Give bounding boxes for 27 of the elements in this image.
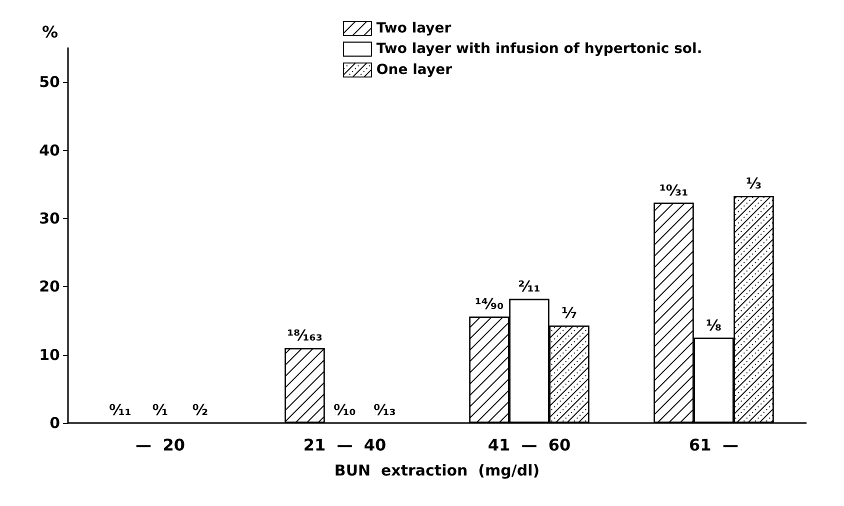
x-tick-label: 21 — 40 [303,436,386,454]
legend-label: Two layer with infusion of hypertonic sol. [376,41,702,58]
data-label: ¹⁄₇ [561,304,578,322]
data-label: ⁰⁄₁₀ [334,400,356,419]
legend-label: One layer [376,62,452,78]
data-label: ¹⁄₈ [706,316,722,334]
data-label: ¹⁄₃ [746,174,762,192]
y-tick-label: 50 [39,73,60,92]
data-label: ¹⁸⁄₁₆₃ [287,326,322,344]
data-label: ⁰⁄₁ [152,400,168,419]
data-label: ²⁄₁₁ [518,277,540,296]
x-tick-label: 41 — 60 [488,436,571,454]
y-tick-label: 0 [50,414,60,432]
y-axis-title: % [42,22,58,42]
x-tick-label: — 20 [136,436,185,454]
data-label: ⁰⁄₂ [192,400,208,419]
y-tick-label: 40 [39,141,60,160]
x-axis-title: BUN extraction (mg/dl) [334,462,540,480]
x-tick-label: 61 — [689,436,738,454]
y-tick-label: 30 [39,209,60,228]
data-label: ⁰⁄₁₃ [374,400,396,419]
data-label: ⁰⁄₁₁ [109,400,132,419]
data-label: ¹⁴⁄₉₀ [474,295,504,314]
y-tick-label: 10 [39,346,60,364]
y-tick-label: 20 [39,278,60,296]
data-label: ¹⁰⁄₃₁ [659,181,688,200]
legend-label: Two layer [376,20,452,36]
